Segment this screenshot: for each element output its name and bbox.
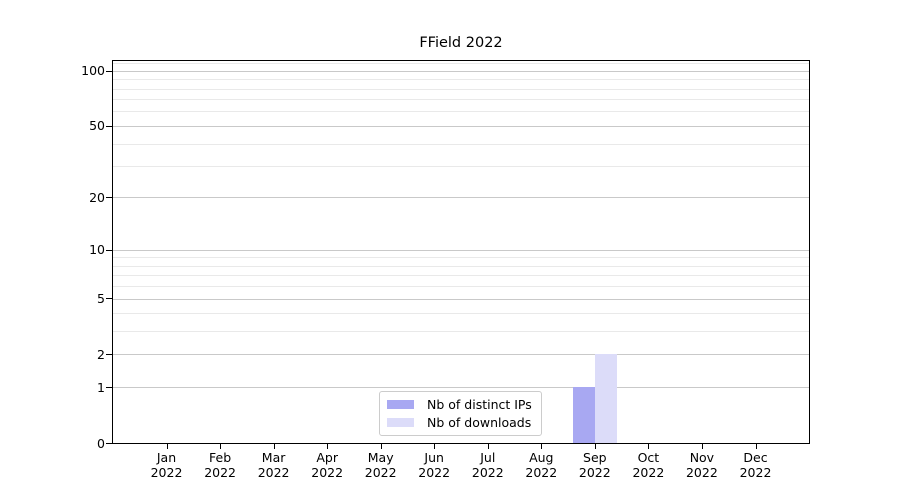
legend-label-downloads: Nb of downloads — [427, 414, 532, 430]
y-tick-label-10: 10 — [89, 242, 105, 258]
x-tick-mark-feb — [220, 444, 222, 449]
y-tick-mark-2 — [106, 354, 112, 355]
bar-distinct-ips-sep — [572, 387, 595, 443]
y-tick-mark-1 — [106, 387, 112, 388]
x-tick-mark-mar — [273, 444, 275, 449]
x-tick-mark-oct — [648, 444, 650, 449]
legend-label-distinct-ips: Nb of distinct IPs — [427, 396, 532, 412]
x-tick-label-jul: Jul 2022 — [471, 450, 504, 480]
bar-downloads-sep — [594, 354, 617, 443]
x-tick-mark-jun — [434, 444, 436, 449]
gridline-major-50 — [113, 125, 809, 127]
gridline-minor-110 — [113, 63, 809, 65]
gridline-minor-90 — [113, 79, 809, 81]
gridline-major-10 — [113, 249, 809, 251]
x-tick-mark-apr — [327, 444, 329, 449]
x-tick-label-jun: Jun 2022 — [418, 450, 451, 480]
legend-entry-downloads: Nb of downloads — [387, 414, 533, 430]
y-tick-mark-20 — [106, 197, 112, 198]
gridline-major-1 — [113, 387, 809, 389]
chart-title: FField 2022 — [419, 35, 503, 51]
y-tick-mark-0 — [106, 443, 112, 444]
x-tick-label-apr: Apr 2022 — [311, 450, 344, 480]
x-tick-label-may: May 2022 — [364, 450, 397, 480]
x-tick-label-dec: Dec 2022 — [739, 450, 772, 480]
x-tick-mark-sep — [594, 444, 596, 449]
gridline-minor-3 — [113, 331, 809, 333]
y-tick-label-5: 5 — [97, 291, 105, 306]
x-tick-mark-jan — [166, 444, 168, 449]
gridline-minor-70 — [113, 99, 809, 101]
legend-swatch-distinct-ips — [387, 400, 414, 409]
gridline-minor-9 — [113, 257, 809, 259]
x-tick-label-feb: Feb 2022 — [204, 450, 236, 480]
legend-entry-distinct-ips: Nb of distinct IPs — [387, 396, 533, 412]
gridline-minor-80 — [113, 88, 809, 90]
gridline-minor-8 — [113, 265, 809, 267]
x-tick-label-sep: Sep 2022 — [578, 450, 611, 480]
plot-inner — [113, 61, 809, 443]
y-tick-label-2: 2 — [97, 346, 105, 362]
gridline-major-20 — [113, 197, 809, 199]
gridline-major-2 — [113, 354, 809, 356]
plot-area — [112, 60, 810, 444]
y-tick-label-20: 20 — [89, 189, 105, 205]
x-tick-label-oct: Oct 2022 — [632, 450, 665, 480]
x-tick-label-nov: Nov 2022 — [685, 450, 718, 480]
gridline-minor-40 — [113, 143, 809, 145]
legend: Nb of distinct IPs Nb of downloads — [379, 391, 542, 436]
y-tick-label-0: 0 — [97, 435, 105, 451]
y-tick-label-1: 1 — [97, 379, 105, 395]
y-tick-label-50: 50 — [89, 118, 105, 134]
x-tick-mark-jul — [487, 444, 489, 449]
x-tick-mark-may — [380, 444, 382, 449]
y-tick-mark-100 — [106, 71, 112, 72]
gridline-minor-6 — [113, 286, 809, 288]
y-tick-mark-10 — [106, 250, 112, 251]
gridline-minor-4 — [113, 313, 809, 315]
y-tick-mark-50 — [106, 126, 112, 127]
x-tick-mark-dec — [755, 444, 757, 449]
x-tick-label-aug: Aug 2022 — [525, 450, 558, 480]
y-tick-mark-5 — [106, 298, 112, 299]
gridline-major-100 — [113, 70, 809, 72]
legend-swatch-downloads — [387, 418, 414, 427]
y-tick-label-100: 100 — [81, 63, 105, 79]
x-tick-mark-nov — [701, 444, 703, 449]
x-tick-mark-aug — [541, 444, 543, 449]
gridline-major-5 — [113, 298, 809, 300]
gridline-minor-30 — [113, 166, 809, 167]
gridline-minor-60 — [113, 111, 809, 113]
x-tick-label-jan: Jan 2022 — [150, 450, 183, 480]
gridline-minor-7 — [113, 275, 809, 277]
x-tick-label-mar: Mar 2022 — [257, 450, 290, 480]
